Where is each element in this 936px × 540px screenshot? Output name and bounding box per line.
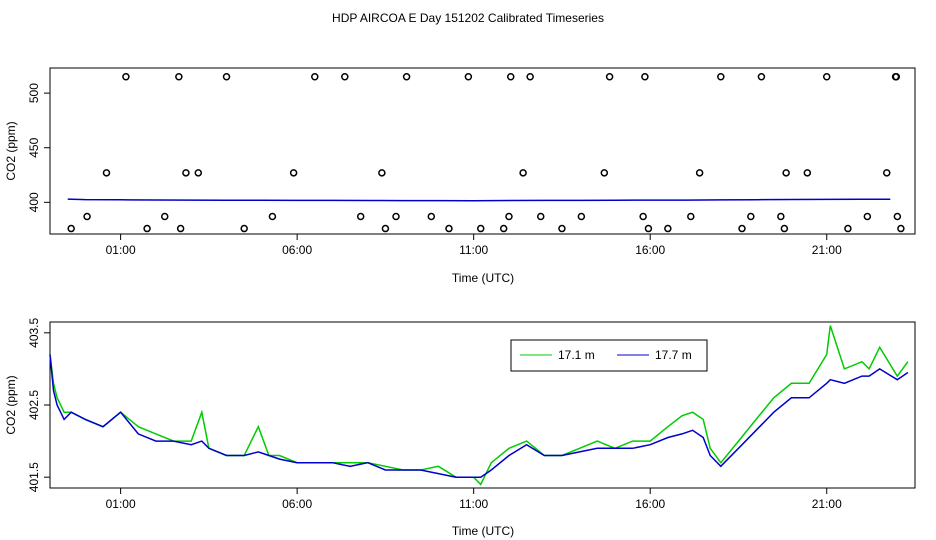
data-point <box>803 169 812 177</box>
data-point <box>182 169 190 177</box>
data-point <box>747 212 755 221</box>
x-tick-label: 11:00 <box>459 497 488 511</box>
data-point <box>445 224 453 233</box>
lower-data-marks <box>49 325 909 486</box>
x-tick-label: 11:00 <box>459 243 488 257</box>
lower-x-axis: 01:00 06:00 11:00 16:00 21:00 <box>106 488 842 511</box>
legend-label-17-7m: 17.7 m <box>655 348 692 362</box>
data-point <box>641 72 649 81</box>
legend: 17.1 m 17.7 m <box>510 339 708 372</box>
y-tick-label: 450 <box>27 137 41 157</box>
upper-data-marks <box>67 72 905 233</box>
x-tick-label: 01:00 <box>106 243 136 257</box>
upper-x-axis-label: Time (UTC) <box>452 271 514 285</box>
data-point <box>175 72 183 81</box>
data-point <box>83 212 91 221</box>
data-point <box>194 169 203 177</box>
legend-label-17-1m: 17.1 m <box>558 348 595 362</box>
legend-box <box>510 339 708 372</box>
y-tick-label: 400 <box>27 192 41 212</box>
data-point <box>664 224 672 233</box>
y-tick-label: 401.5 <box>27 462 41 492</box>
series-line-lower-0 <box>49 325 909 486</box>
data-point <box>844 224 852 233</box>
data-point <box>506 72 515 81</box>
upper-y-axis-label: CO2 (ppm) <box>4 121 18 180</box>
lower-panel: 01:00 06:00 11:00 16:00 21:00 401.5 402.5 403.… <box>4 317 916 538</box>
lower-plot-frame <box>49 321 916 489</box>
data-point <box>893 212 902 221</box>
data-point <box>464 72 473 81</box>
data-point <box>268 212 277 221</box>
data-point <box>289 169 298 177</box>
upper-panel: 01:00 06:00 11:00 16:00 21:00 400 450 500 Time… <box>4 67 916 285</box>
lower-y-axis: 401.5 402.5 403.5 <box>27 317 50 492</box>
x-tick-label: 16:00 <box>635 497 665 511</box>
data-point <box>122 72 130 81</box>
x-tick-label: 06:00 <box>282 497 312 511</box>
data-point <box>176 224 185 233</box>
x-tick-label: 01:00 <box>106 497 136 511</box>
upper-y-axis: 400 450 500 <box>27 83 50 212</box>
data-point <box>883 169 891 177</box>
data-point <box>476 224 485 233</box>
data-point <box>427 212 436 221</box>
data-point <box>311 72 319 81</box>
data-point <box>777 212 785 221</box>
data-point <box>356 212 365 221</box>
data-point <box>822 72 831 81</box>
data-point <box>526 72 534 81</box>
lower-y-axis-label: CO2 (ppm) <box>4 375 18 434</box>
series-line-lower-1 <box>49 354 909 478</box>
x-tick-label: 21:00 <box>812 243 842 257</box>
y-tick-label: 500 <box>27 83 41 103</box>
data-point <box>757 72 766 81</box>
data-point <box>695 169 704 177</box>
data-point <box>341 72 349 81</box>
x-tick-label: 06:00 <box>282 243 312 257</box>
data-point <box>644 224 653 233</box>
figure-title: HDP AIRCOA E Day 151202 Calibrated Times… <box>332 11 604 25</box>
y-tick-label: 402.5 <box>27 390 41 420</box>
lower-x-axis-label: Time (UTC) <box>452 524 514 538</box>
data-point <box>558 224 566 233</box>
data-point <box>897 224 905 233</box>
data-point <box>639 212 647 221</box>
data-point <box>600 169 609 177</box>
data-point <box>392 212 400 221</box>
upper-plot-frame <box>49 67 916 235</box>
data-point <box>222 72 231 81</box>
data-point <box>717 72 725 81</box>
upper-x-axis: 01:00 06:00 11:00 16:00 21:00 <box>106 234 842 257</box>
data-point <box>537 212 545 221</box>
data-point <box>378 169 386 177</box>
data-point <box>892 72 901 81</box>
data-point <box>240 224 248 233</box>
data-point <box>519 169 527 177</box>
data-point <box>738 224 746 233</box>
data-point <box>687 212 695 221</box>
data-point <box>605 72 614 81</box>
y-tick-label: 403.5 <box>27 317 41 347</box>
x-tick-label: 21:00 <box>812 497 842 511</box>
data-point <box>499 224 508 233</box>
data-point <box>863 212 872 221</box>
data-point <box>505 212 513 221</box>
data-point <box>160 212 169 221</box>
data-point <box>143 224 151 233</box>
data-point <box>402 72 411 81</box>
series-line-upper-0 <box>67 198 891 202</box>
x-tick-label: 16:00 <box>635 243 665 257</box>
data-point <box>780 224 789 233</box>
data-point <box>782 169 790 177</box>
data-point <box>381 224 390 233</box>
data-point <box>67 224 75 233</box>
data-point <box>577 212 586 221</box>
data-point <box>102 169 111 177</box>
